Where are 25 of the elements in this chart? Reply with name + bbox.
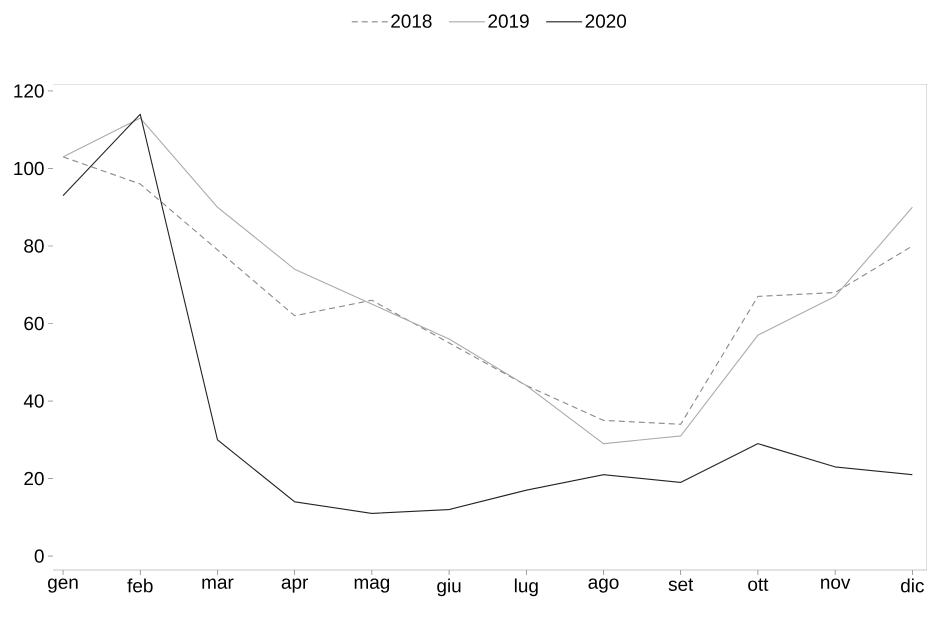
legend-label: 2019 (488, 14, 529, 28)
line-series (62, 114, 913, 514)
x-tick-label: giu (437, 578, 460, 596)
y-tick-label: 100 (14, 162, 44, 176)
x-tick-label: dic (901, 578, 924, 592)
y-tick-label: 0 (34, 549, 44, 563)
x-tick-label: lug (514, 578, 538, 596)
y-tick-label: 40 (24, 394, 44, 408)
line-series (62, 118, 913, 444)
y-tick-label: 20 (24, 472, 44, 486)
y-tick-label: 80 (24, 239, 44, 253)
legend-label: 2020 (586, 14, 626, 28)
legend-label: 2018 (391, 14, 432, 28)
x-tick-label: gen (48, 578, 78, 593)
y-tick-label: 120 (14, 84, 44, 98)
x-tick-label: apr (282, 578, 308, 593)
x-tick-label: ott (748, 578, 768, 591)
x-tick-label: mag (354, 578, 390, 593)
x-tick-label: nov (821, 578, 850, 589)
x-tick-label: feb (127, 578, 153, 592)
line-series (62, 156, 913, 425)
y-tick-label: 60 (24, 316, 44, 330)
x-tick-label: ago (588, 578, 618, 593)
x-tick-label: mar (202, 578, 234, 589)
x-tick-label: set (668, 578, 694, 591)
